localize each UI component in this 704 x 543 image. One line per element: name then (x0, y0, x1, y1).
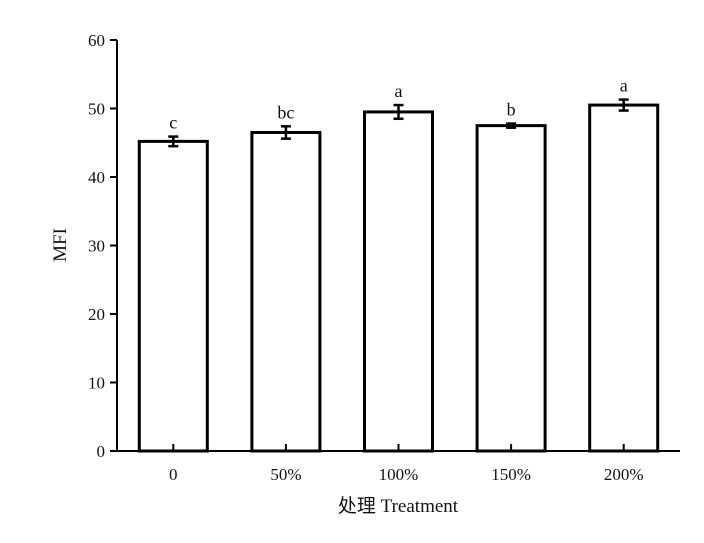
y-tick-label: 20 (88, 305, 105, 324)
y-axis-title: MFI (50, 228, 71, 262)
significance-label: bc (277, 102, 294, 122)
x-tick-label: 100% (379, 465, 419, 484)
x-axis-title: 处理 Treatment (338, 495, 459, 517)
y-tick-label: 40 (88, 168, 105, 187)
x-tick-label: 50% (270, 465, 301, 484)
y-tick-label: 10 (88, 374, 105, 393)
y-tick-label: 0 (97, 442, 106, 461)
significance-label: a (620, 76, 628, 96)
y-tick-label: 50 (88, 100, 105, 119)
bar (250, 130, 322, 453)
x-tick-label: 0 (169, 465, 178, 484)
bar (363, 110, 434, 453)
x-tick-label: 150% (491, 465, 531, 484)
significance-label: c (169, 113, 177, 133)
bar (137, 139, 209, 453)
significance-label: a (395, 81, 403, 101)
bar (588, 103, 660, 453)
bars-group (137, 103, 660, 453)
x-tick-label: 200% (604, 465, 644, 484)
y-ticks-group: 0 10 20 30 40 50 60 (88, 31, 117, 461)
significance-labels-group: c bc a b a (169, 76, 627, 133)
bar (475, 124, 547, 453)
y-tick-label: 60 (88, 31, 105, 50)
significance-label: b (507, 100, 516, 120)
y-tick-label: 30 (88, 237, 105, 256)
x-ticks-group: 0 50% 100% 150% 200% (169, 444, 644, 484)
error-bars-group (168, 98, 629, 148)
